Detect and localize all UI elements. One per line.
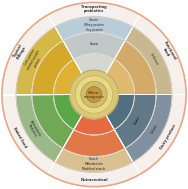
Polygon shape xyxy=(74,54,114,73)
Polygon shape xyxy=(2,2,186,187)
Polygon shape xyxy=(125,27,172,94)
Polygon shape xyxy=(54,94,82,129)
Polygon shape xyxy=(55,148,133,173)
Text: Cellulose: Cellulose xyxy=(149,53,159,67)
Circle shape xyxy=(75,76,113,113)
Text: encapsule: encapsule xyxy=(83,95,105,99)
Polygon shape xyxy=(16,94,63,162)
Text: Micro-: Micro- xyxy=(88,91,100,95)
Text: Typical
Fillings: Typical Fillings xyxy=(13,43,27,60)
Polygon shape xyxy=(32,94,74,148)
Text: Casein
Whey protein
Soy protein: Casein Whey protein Soy protein xyxy=(84,18,104,32)
Text: Dairy product: Dairy product xyxy=(159,124,177,150)
Polygon shape xyxy=(106,94,134,129)
Polygon shape xyxy=(74,116,114,135)
Polygon shape xyxy=(16,27,63,94)
Text: Casein: Casein xyxy=(89,42,99,46)
Text: Antioxidants
Prebiotics: Antioxidants Prebiotics xyxy=(25,119,42,139)
Polygon shape xyxy=(32,41,74,94)
Text: Gelatin: Gelatin xyxy=(134,115,142,125)
Polygon shape xyxy=(63,33,125,60)
Circle shape xyxy=(81,81,107,108)
Text: Nutraceutical: Nutraceutical xyxy=(80,178,108,182)
Text: Corn protein
alcohol soluble
protein: Corn protein alcohol soluble protein xyxy=(22,47,45,73)
Polygon shape xyxy=(114,94,156,148)
Polygon shape xyxy=(55,16,133,41)
Text: Gelatin: Gelatin xyxy=(150,124,159,135)
Circle shape xyxy=(86,87,102,102)
Polygon shape xyxy=(114,41,156,94)
Text: Transporting
probiotics: Transporting probiotics xyxy=(81,5,107,13)
Circle shape xyxy=(70,70,118,119)
Text: Functional
food: Functional food xyxy=(159,40,177,63)
Polygon shape xyxy=(54,60,82,94)
Polygon shape xyxy=(106,60,134,94)
Polygon shape xyxy=(125,94,172,162)
Polygon shape xyxy=(63,129,125,156)
Text: Starch
Maltodextrin
Modified starch: Starch Maltodextrin Modified starch xyxy=(83,157,105,171)
Text: Baked food: Baked food xyxy=(12,126,27,148)
